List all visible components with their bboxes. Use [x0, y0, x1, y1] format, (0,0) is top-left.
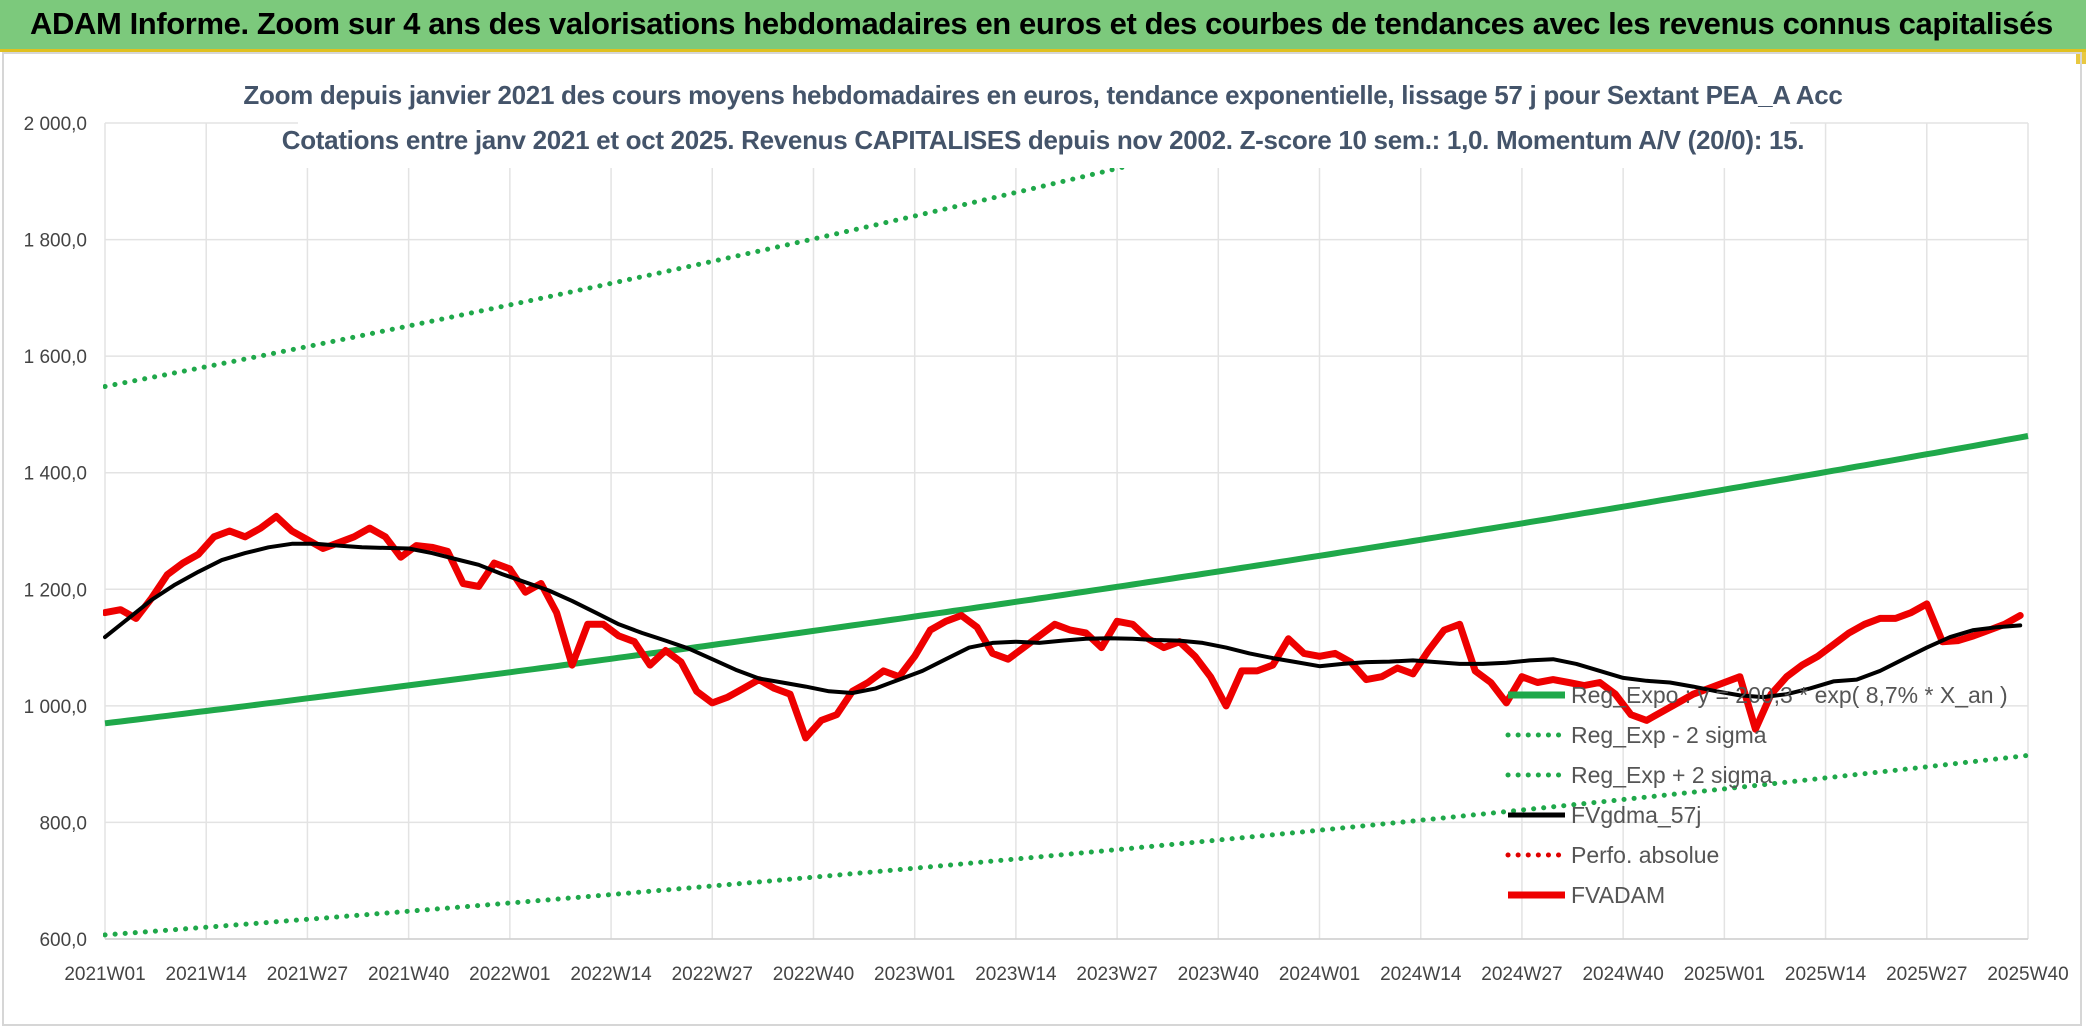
legend-label: Reg_Exp - 2 sigma — [1571, 722, 1767, 748]
x-tick-label: 2022W01 — [469, 964, 550, 985]
x-tick-label: 2022W27 — [672, 964, 753, 985]
x-tick-label: 2024W01 — [1279, 964, 1360, 985]
x-tick-label: 2023W01 — [874, 964, 955, 985]
gridlines — [104, 122, 2029, 940]
series-reg-expo — [104, 433, 2029, 727]
chart-frame — [2, 52, 2082, 1026]
y-tick-label: 2 000,0 — [24, 114, 87, 135]
x-tick-label: 2023W27 — [1076, 964, 1157, 985]
x-tick-label: 2025W27 — [1886, 964, 1967, 985]
y-tick-label: 800,0 — [39, 813, 87, 834]
x-tick-label: 2022W40 — [773, 964, 854, 985]
legend: Reg_Expo : y = 200,3 * exp( 8,7% * X_an … — [1505, 682, 2008, 908]
banner: ADAM Informe. Zoom sur 4 ans des valoris… — [0, 0, 2086, 52]
y-tick-label: 1 000,0 — [24, 697, 87, 718]
chart-title: Zoom depuis janvier 2021 des cours moyen… — [243, 80, 1843, 110]
y-tick-label: 1 200,0 — [24, 580, 87, 601]
y-tick-label: 1 600,0 — [24, 347, 87, 368]
banner-title: ADAM Informe. Zoom sur 4 ans des valoris… — [30, 6, 2053, 41]
title-backdrop — [298, 80, 1790, 168]
x-tick-label: 2024W27 — [1481, 964, 1562, 985]
series-reg-exp-minus-2-sigma — [103, 752, 2031, 938]
x-tick-label: 2022W14 — [570, 964, 652, 985]
legend-label: Reg_Exp + 2 sigma — [1571, 762, 1773, 788]
series-fvgdma-57j — [103, 541, 2023, 700]
legend-label: Perfo. absolue — [1571, 842, 1719, 868]
x-tick-label: 2021W40 — [368, 964, 449, 985]
x-tick-label: 2025W40 — [1987, 964, 2068, 985]
x-tick-label: 2023W40 — [1178, 964, 1259, 985]
y-axis-ticks: 600,0 800,0 1 000,0 1 200,0 1 400,0 1 600,0 1 … — [24, 114, 87, 951]
x-tick-label: 2021W01 — [64, 964, 145, 985]
series-group — [103, 80, 2031, 938]
legend-label: Reg_Expo : y = 200,3 * exp( 8,7% * X_an … — [1571, 682, 2008, 708]
y-tick-label: 1 400,0 — [24, 464, 87, 485]
legend-label: FVgdma_57j — [1571, 802, 1701, 828]
x-tick-label: 2023W14 — [975, 964, 1057, 985]
x-tick-label: 2024W40 — [1582, 964, 1663, 985]
x-tick-label: 2025W14 — [1785, 964, 1867, 985]
y-tick-label: 1 800,0 — [24, 231, 87, 252]
x-tick-label: 2024W14 — [1380, 964, 1462, 985]
x-tick-label: 2021W27 — [267, 964, 348, 985]
chart-subtitle: Cotations entre janv 2021 et oct 2025. R… — [281, 125, 1805, 155]
legend-label: FVADAM — [1571, 882, 1665, 908]
x-tick-label: 2021W14 — [166, 964, 248, 985]
y-tick-label: 600,0 — [39, 930, 87, 951]
series-reg-exp-plus-2-sigma — [103, 121, 1322, 389]
x-tick-label: 2025W01 — [1684, 964, 1765, 985]
x-axis-ticks: 2021W01 2021W14 2021W27 2021W40 2022W01 2022W… — [64, 964, 2068, 985]
series-fvadam — [103, 512, 2024, 742]
